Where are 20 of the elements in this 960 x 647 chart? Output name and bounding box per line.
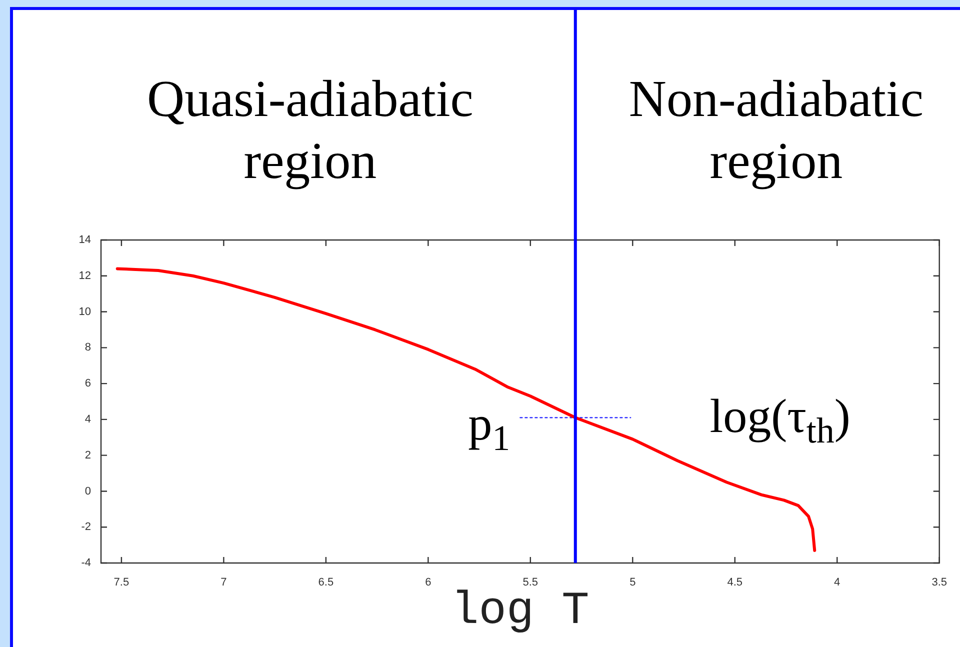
y-tick-label: -2: [81, 521, 91, 534]
y-tick-label: 0: [84, 485, 91, 498]
y-tick-label: 8: [84, 342, 91, 354]
y-tick-label: 14: [78, 234, 91, 246]
x-tick-label: 6.5: [318, 576, 334, 589]
y-tick-label: 6: [84, 378, 91, 390]
x-tick-label: 3.5: [932, 576, 948, 589]
x-tick-label: 5: [630, 576, 636, 589]
text: Non-adiabatic region: [628, 71, 924, 190]
y-tick-label: 2: [84, 449, 91, 462]
y-tick-label: 4: [84, 413, 91, 426]
x-tick-label: 4: [834, 576, 840, 589]
x-tick-label: 7.5: [114, 576, 130, 589]
x-tick-label: 7: [220, 576, 227, 589]
x-tick-label: 4.5: [727, 576, 743, 589]
text: Quasi-adiabatic region: [147, 71, 474, 190]
y-tick-label: 12: [78, 270, 91, 282]
x-tick-label: 6: [425, 576, 432, 589]
y-tick-label: -4: [81, 557, 91, 570]
y-tick-label: 10: [78, 306, 91, 318]
